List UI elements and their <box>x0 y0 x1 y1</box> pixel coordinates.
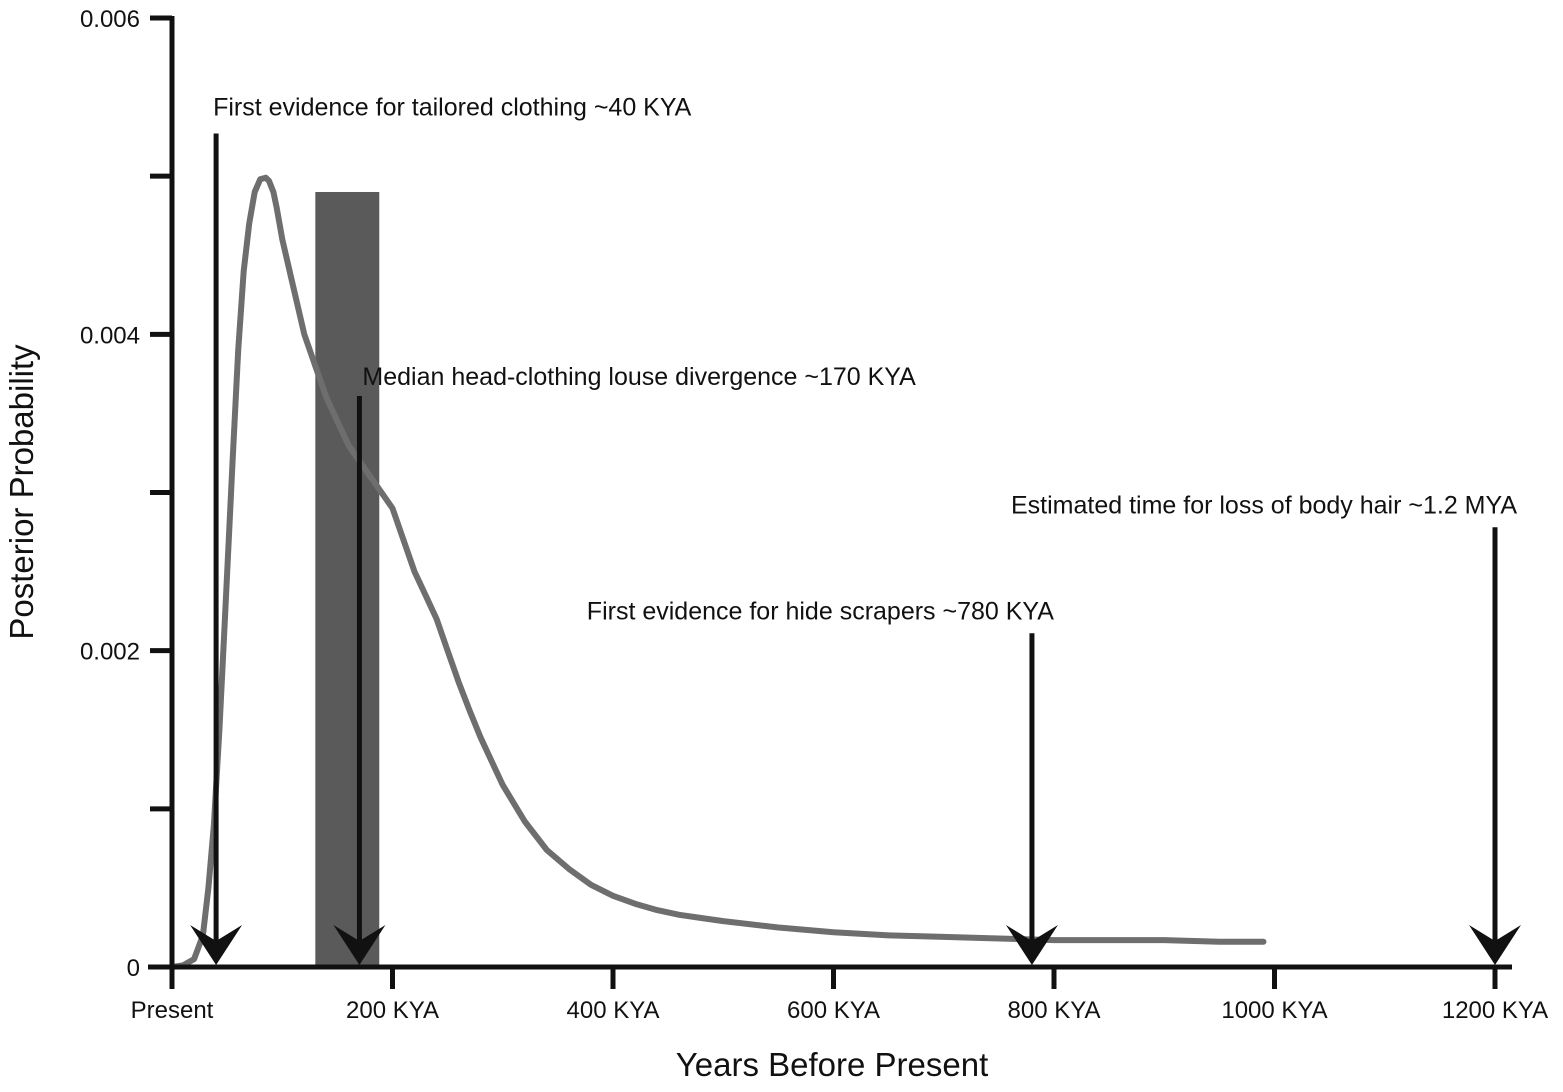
y-axis-title: Posterior Probability <box>3 344 40 640</box>
y-tick-label: 0 <box>127 955 140 982</box>
arrow-head-icon <box>333 925 386 965</box>
annotation-label: First evidence for hide scrapers ~780 KY… <box>587 597 1054 625</box>
annotation-2: Median head-clothing louse divergence ~1… <box>333 363 916 965</box>
annotation-label: Estimated time for loss of body hair ~1.… <box>1011 491 1517 519</box>
annotation-1: First evidence for tailored clothing ~40… <box>190 93 692 965</box>
x-tick-label: 800 KYA <box>1008 997 1101 1024</box>
y-axis-ticks: 0 0.002 0.004 0.006 <box>80 6 172 982</box>
x-tick-label: 1200 KYA <box>1442 997 1548 1024</box>
annotation-label: First evidence for tailored clothing ~40… <box>213 93 692 121</box>
x-axis-ticks: Present 200 KYA 400 KYA 600 KYA 800 KYA 1000 … <box>131 967 1548 1024</box>
annotations: First evidence for tailored clothing ~40… <box>190 93 1521 965</box>
x-tick-label: Present <box>131 997 214 1024</box>
annotation-4: Estimated time for loss of body hair ~1.… <box>1011 491 1521 965</box>
arrow-head-icon <box>1469 925 1521 965</box>
y-tick-label: 0.004 <box>80 322 140 349</box>
arrow-head-icon <box>1005 925 1058 965</box>
y-tick-label: 0.006 <box>80 6 140 33</box>
annotation-label: Median head-clothing louse divergence ~1… <box>362 363 916 391</box>
x-tick-label: 600 KYA <box>787 997 880 1024</box>
x-axis-title: Years Before Present <box>676 1046 988 1083</box>
x-tick-label: 400 KYA <box>567 997 660 1024</box>
highlighted-interval-band <box>315 191 380 967</box>
x-tick-label: 200 KYA <box>346 997 439 1024</box>
series-line-posterior <box>169 174 1267 970</box>
annotation-3: First evidence for hide scrapers ~780 KY… <box>587 597 1058 965</box>
y-tick-label: 0.002 <box>80 639 140 666</box>
arrow-head-icon <box>190 925 243 965</box>
x-tick-label: 1000 KYA <box>1221 997 1327 1024</box>
